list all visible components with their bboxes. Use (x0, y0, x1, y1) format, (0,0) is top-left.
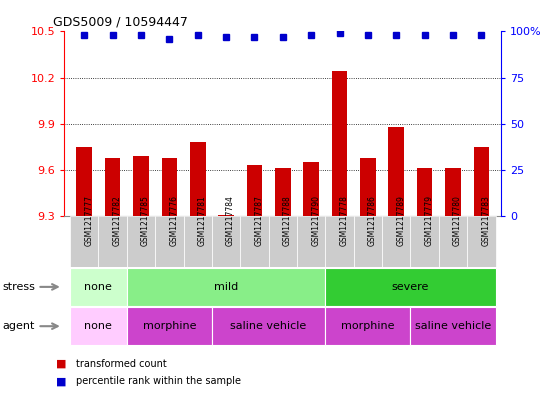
Text: stress: stress (3, 282, 36, 292)
Bar (269, 216, 297, 267)
Text: severe: severe (392, 282, 429, 292)
Bar (417, 169, 432, 216)
Text: ■: ■ (56, 358, 67, 369)
Bar (155, 216, 184, 267)
Text: GSM1217790: GSM1217790 (311, 195, 320, 246)
Text: GSM1217789: GSM1217789 (396, 195, 405, 246)
Text: mild: mild (214, 282, 238, 292)
Bar (161, 158, 177, 216)
Bar (127, 216, 155, 267)
Text: GSM1217778: GSM1217778 (339, 195, 348, 246)
Bar (275, 169, 291, 216)
Text: saline vehicle: saline vehicle (415, 321, 491, 331)
Bar (445, 169, 461, 216)
Text: none: none (85, 282, 113, 292)
Text: GSM1217777: GSM1217777 (84, 195, 94, 246)
Bar (184, 216, 212, 267)
Bar (354, 216, 382, 267)
Bar (325, 268, 496, 306)
Text: GSM1217783: GSM1217783 (482, 195, 491, 246)
Bar (246, 165, 262, 216)
Bar (474, 147, 489, 216)
Bar (212, 307, 325, 345)
Bar (99, 216, 127, 267)
Text: GDS5009 / 10594447: GDS5009 / 10594447 (53, 16, 188, 29)
Text: saline vehicle: saline vehicle (231, 321, 307, 331)
Text: GSM1217780: GSM1217780 (453, 195, 462, 246)
Text: GSM1217788: GSM1217788 (283, 195, 292, 246)
Bar (127, 268, 325, 306)
Bar (410, 216, 439, 267)
Bar (70, 307, 127, 345)
Bar (389, 127, 404, 216)
Bar (332, 72, 347, 216)
Text: GSM1217776: GSM1217776 (169, 195, 178, 246)
Bar (240, 216, 269, 267)
Bar (467, 216, 496, 267)
Bar (360, 158, 376, 216)
Text: percentile rank within the sample: percentile rank within the sample (76, 376, 241, 386)
Bar (190, 142, 206, 216)
Text: GSM1217779: GSM1217779 (424, 195, 433, 246)
Text: GSM1217787: GSM1217787 (254, 195, 263, 246)
Text: transformed count: transformed count (76, 358, 166, 369)
Bar (382, 216, 410, 267)
Bar (325, 216, 354, 267)
Text: GSM1217781: GSM1217781 (198, 195, 207, 246)
Bar (218, 215, 234, 216)
Text: GSM1217784: GSM1217784 (226, 195, 235, 246)
Bar (77, 147, 92, 216)
Bar (325, 307, 410, 345)
Text: GSM1217786: GSM1217786 (368, 195, 377, 246)
Text: ■: ■ (56, 376, 67, 386)
Text: none: none (85, 321, 113, 331)
Bar (127, 307, 212, 345)
Bar (70, 216, 99, 267)
Text: agent: agent (3, 321, 35, 331)
Bar (70, 268, 127, 306)
Text: morphine: morphine (143, 321, 196, 331)
Bar (410, 307, 496, 345)
Text: GSM1217785: GSM1217785 (141, 195, 150, 246)
Text: GSM1217782: GSM1217782 (113, 195, 122, 246)
Bar (133, 156, 149, 216)
Bar (212, 216, 240, 267)
Bar (105, 158, 120, 216)
Bar (297, 216, 325, 267)
Bar (304, 162, 319, 216)
Bar (439, 216, 467, 267)
Text: morphine: morphine (341, 321, 395, 331)
